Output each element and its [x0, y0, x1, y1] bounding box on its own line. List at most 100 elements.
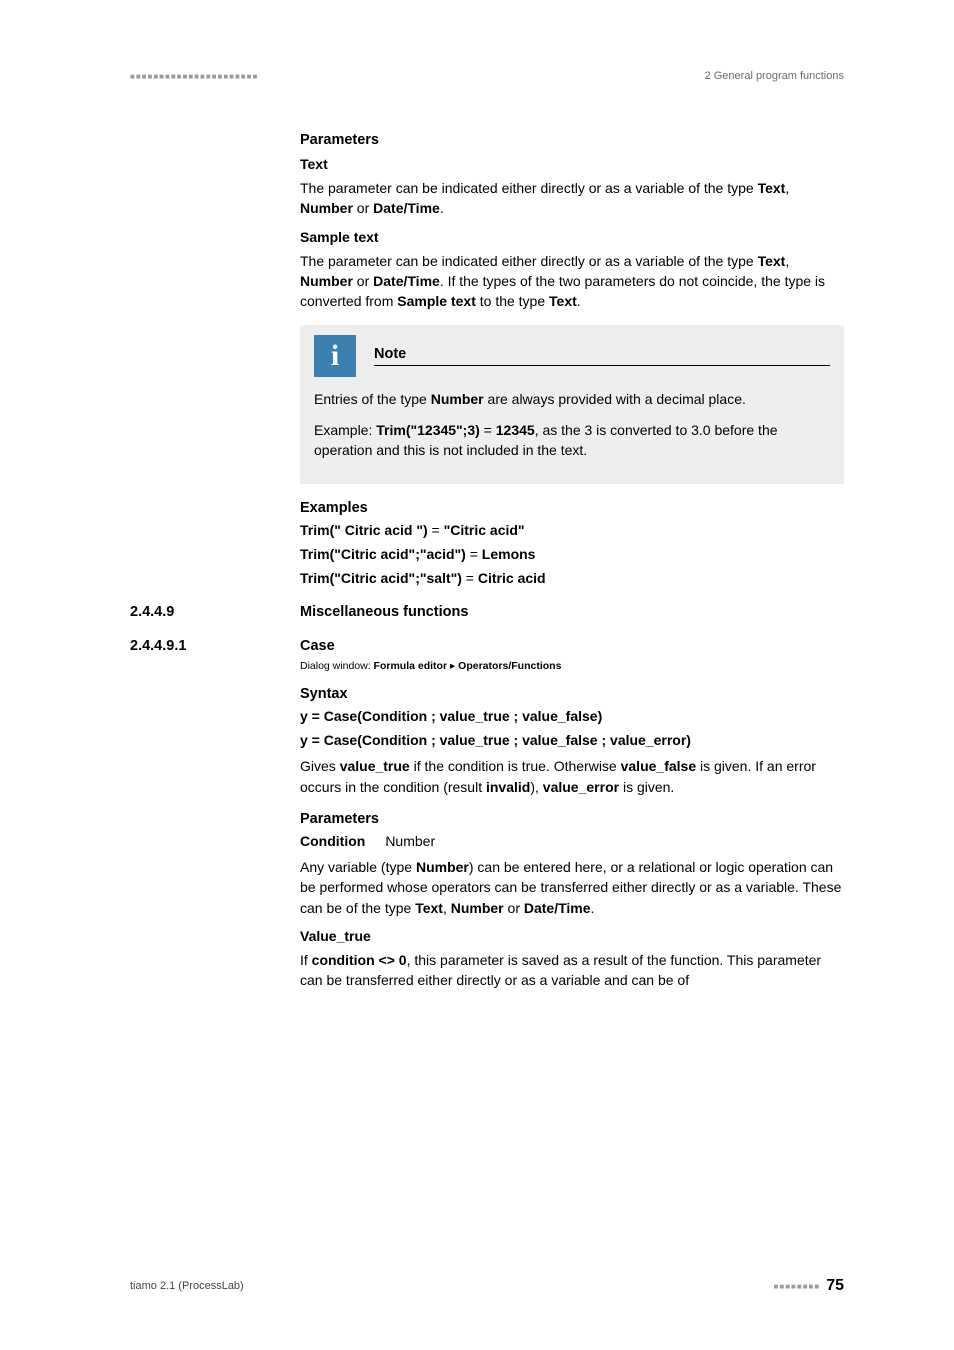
- cond-p-b3: Number: [451, 900, 504, 916]
- page-footer: tiamo 2.1 (ProcessLab) ■■■■■■■■ 75: [130, 1277, 844, 1295]
- section-24491-num: 2.4.4.9.1: [130, 638, 300, 654]
- note-p2-eq: =: [480, 422, 496, 438]
- note-box: i Note Entries of the type Number are al…: [300, 325, 844, 484]
- ex2-b2: Lemons: [482, 546, 536, 562]
- note-p1: Entries of the type Number are always pr…: [314, 389, 830, 409]
- header-chapter: 2 General program functions: [705, 70, 844, 82]
- info-icon-glyph: i: [331, 341, 339, 371]
- condition-row: Condition Number: [300, 833, 844, 849]
- gives-b2: value_false: [621, 758, 697, 774]
- value-true-heading: Value_true: [300, 928, 844, 944]
- text-sep1: ,: [785, 180, 789, 196]
- ex2-eq: =: [466, 546, 482, 562]
- dialog-pre: Dialog window:: [300, 660, 374, 672]
- cond-p-b2: Text: [415, 900, 443, 916]
- sample-text-subheading: Sample text: [300, 229, 844, 245]
- sample-sep1: ,: [785, 253, 789, 269]
- vtrue-b: condition <> 0: [312, 952, 407, 968]
- main-content: Parameters Text The parameter can be ind…: [300, 132, 844, 586]
- dialog-window-line: Dialog window: Formula editor ▸ Operator…: [300, 660, 844, 672]
- parameters2-heading: Parameters: [300, 811, 844, 827]
- note-p2-b1: Trim("12345";3): [376, 422, 480, 438]
- syntax-line-1: y = Case(Condition ; value_true ; value_…: [300, 708, 844, 724]
- cond-p-b1: Number: [416, 859, 469, 875]
- dialog-arrow: ▸: [447, 660, 458, 672]
- syntax-heading: Syntax: [300, 686, 844, 702]
- footer-right: ■■■■■■■■ 75: [774, 1277, 844, 1295]
- parameters-heading: Parameters: [300, 132, 844, 148]
- gives-mid1: if the condition is true. Otherwise: [410, 758, 621, 774]
- cond-p-sep: ,: [443, 900, 451, 916]
- text-bold2: Number: [300, 200, 353, 216]
- condition-type: Number: [385, 833, 435, 849]
- gives-b4: value_error: [543, 779, 619, 795]
- note-p2: Example: Trim("12345";3) = 12345, as the…: [314, 420, 830, 461]
- cond-p-or: or: [504, 900, 524, 916]
- cond-p-pre: Any variable (type: [300, 859, 416, 875]
- gives-b3: invalid: [486, 779, 530, 795]
- section-2449-title: Miscellaneous functions: [300, 604, 468, 620]
- cond-p-b4: Date/Time: [524, 900, 591, 916]
- syntax-line-2: y = Case(Condition ; value_true ; value_…: [300, 732, 844, 748]
- text-bold1: Text: [758, 180, 786, 196]
- example-1: Trim(" Citric acid ") = "Citric acid": [300, 522, 844, 538]
- note-p2-b2: 12345: [496, 422, 535, 438]
- page-number: 75: [826, 1277, 844, 1295]
- gives-end: is given.: [619, 779, 674, 795]
- text-end: .: [440, 200, 444, 216]
- note-p1-post: are always provided with a decimal place…: [484, 391, 746, 407]
- text-or: or: [353, 200, 373, 216]
- ex3-b2: Citric acid: [478, 570, 546, 586]
- footer-product: tiamo 2.1 (ProcessLab): [130, 1280, 244, 1292]
- info-icon: i: [314, 335, 356, 377]
- ex3-eq: =: [462, 570, 478, 586]
- dialog-b1: Formula editor: [374, 660, 448, 672]
- dialog-b2: Operators/Functions: [458, 660, 561, 672]
- sample-to: to the type: [476, 293, 549, 309]
- note-p1-pre: Entries of the type: [314, 391, 431, 407]
- examples-heading: Examples: [300, 500, 844, 516]
- text-paragraph: The parameter can be indicated either di…: [300, 178, 844, 219]
- text-subheading: Text: [300, 156, 844, 172]
- sample-b4: Sample text: [397, 293, 476, 309]
- note-header: i Note: [300, 325, 844, 381]
- section-2449: 2.4.4.9 Miscellaneous functions: [130, 604, 844, 620]
- gives-b1: value_true: [340, 758, 410, 774]
- sample-b1: Text: [758, 253, 786, 269]
- ex2-b1: Trim("Citric acid";"acid"): [300, 546, 466, 562]
- condition-label: Condition: [300, 833, 365, 849]
- gives-mid3: ),: [530, 779, 542, 795]
- sample-b2: Number: [300, 273, 353, 289]
- sample-b3: Date/Time: [373, 273, 440, 289]
- ex1-b1: Trim(" Citric acid "): [300, 522, 428, 538]
- text-bold3: Date/Time: [373, 200, 440, 216]
- ex1-eq: =: [428, 522, 444, 538]
- section-24491: 2.4.4.9.1 Case: [130, 638, 844, 654]
- gives-pre: Gives: [300, 758, 340, 774]
- sample-text-paragraph: The parameter can be indicated either di…: [300, 251, 844, 312]
- ex3-b1: Trim("Citric acid";"salt"): [300, 570, 462, 586]
- note-p1-b: Number: [431, 391, 484, 407]
- note-title: Note: [374, 346, 830, 366]
- ex1-b2: "Citric acid": [444, 522, 525, 538]
- footer-dots: ■■■■■■■■: [774, 1282, 821, 1291]
- sample-end: .: [577, 293, 581, 309]
- section-2449-num: 2.4.4.9: [130, 604, 300, 620]
- page-header: ■■■■■■■■■■■■■■■■■■■■■■ 2 General program…: [130, 70, 844, 82]
- text-pre: The parameter can be indicated either di…: [300, 180, 758, 196]
- example-2: Trim("Citric acid";"acid") = Lemons: [300, 546, 844, 562]
- note-p2-pre: Example:: [314, 422, 376, 438]
- section-24491-title: Case: [300, 638, 335, 654]
- gives-paragraph: Gives value_true if the condition is tru…: [300, 756, 844, 797]
- note-body: Entries of the type Number are always pr…: [300, 381, 844, 484]
- sample-b5: Text: [549, 293, 577, 309]
- case-content: Dialog window: Formula editor ▸ Operator…: [300, 660, 844, 990]
- example-3: Trim("Citric acid";"salt") = Citric acid: [300, 570, 844, 586]
- note-title-wrap: Note: [374, 346, 830, 366]
- cond-p-end: .: [591, 900, 595, 916]
- vtrue-pre: If: [300, 952, 312, 968]
- value-true-paragraph: If condition <> 0, this parameter is sav…: [300, 950, 844, 991]
- sample-pre: The parameter can be indicated either di…: [300, 253, 758, 269]
- header-dots: ■■■■■■■■■■■■■■■■■■■■■■: [130, 72, 258, 81]
- sample-or: or: [353, 273, 373, 289]
